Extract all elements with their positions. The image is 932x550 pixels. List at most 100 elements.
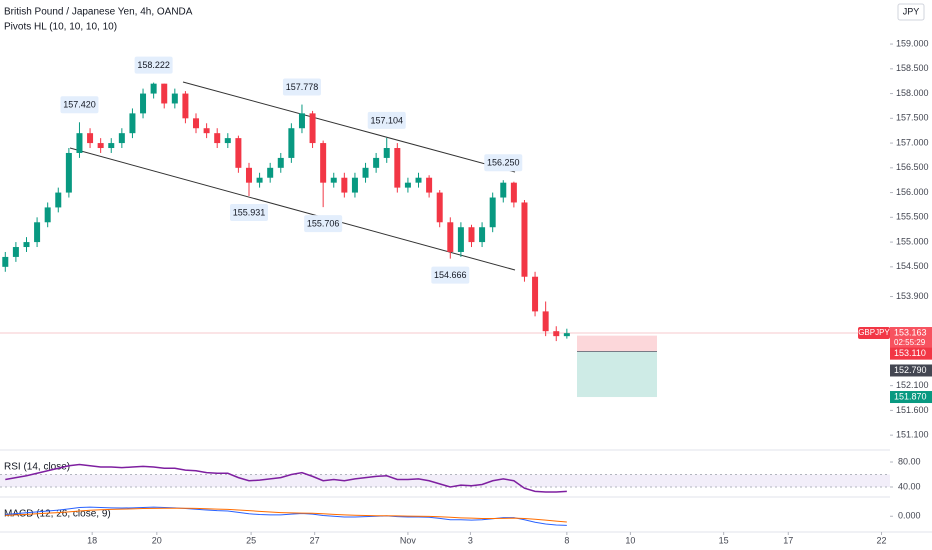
candle-body [34,222,41,243]
x-tick-label: 18 [87,535,97,545]
macd-tick-label: 0.000 [898,511,921,521]
candle-body [44,207,51,223]
y-tick-label: 155.000 [896,236,929,246]
candle-body [373,157,380,168]
target-tag-box [890,391,932,404]
candle-body [553,331,560,337]
macd-line [5,507,567,523]
x-tick-label: 22 [877,535,887,545]
x-tick-label: 15 [719,535,729,545]
y-tick-label: 153.900 [896,291,929,301]
pivot-box [282,78,321,96]
candle-body [383,148,390,158]
candle-body [235,138,242,168]
candle-body [351,177,358,193]
stop-tag: 153.110 [894,348,926,358]
pivot-label: 155.706 [307,219,340,229]
pivot-label: 154.666 [434,270,467,280]
candle-body [193,118,200,129]
pivot-label: 155.931 [233,207,266,217]
candle-body [214,133,221,144]
target-zone [577,351,657,398]
y-tick-label: 154.500 [896,261,929,271]
candle-body [341,177,348,193]
candle-body [129,113,136,134]
macd-line [5,506,567,526]
candle-body [426,177,433,193]
candle-body [436,192,443,223]
countdown: 02:55:29 [894,338,926,347]
candle-body [330,177,337,183]
candle-body [118,133,125,144]
candle-body [500,182,507,198]
y-tick-label: 157.000 [896,137,929,147]
x-tick-label: 20 [152,535,162,545]
candle-body [12,247,19,257]
pivot-label: 158.222 [137,60,170,70]
candle-body [457,227,464,252]
candle-body [532,276,539,312]
candle-body [479,227,486,243]
last-price-tag: 153.163 [894,327,927,337]
candle-body [140,93,147,114]
candle-body [150,83,157,94]
rsi-title: RSI (14, close) [4,462,70,473]
candle-body [415,177,422,183]
candle-body [76,133,83,153]
candle-body [203,128,210,134]
rsi-tick-label: 80.00 [898,456,921,466]
candle-body [2,256,9,267]
candle-body [182,93,189,119]
candle-body [489,197,496,228]
candle-body [404,182,411,188]
x-tick-label: 27 [310,535,320,545]
pivot-label: 157.104 [370,115,403,125]
rsi-line [5,463,567,493]
stop-tag-box [890,347,932,360]
pivot-box [484,154,523,172]
target-tag: 151.870 [894,391,927,401]
candle-body [468,227,475,243]
stop-zone [577,335,657,352]
candle-body [171,93,178,104]
x-tick-label: 3 [468,535,473,545]
candle-body [510,182,517,203]
currency-box[interactable] [897,3,925,21]
chart-title: British Pound / Japanese Yen, 4h, OANDA [4,7,193,18]
y-tick-label: 152.100 [896,380,929,390]
channel-line [182,81,516,173]
entry-tag: 152.790 [894,365,927,375]
y-tick-label: 156.000 [896,187,929,197]
candle-body [542,311,549,332]
candle-body [224,138,231,144]
macd-title: MACD (12, 26, close, 9) [4,509,111,520]
y-tick-label: 151.100 [896,430,929,440]
y-tick-label: 159.000 [896,38,929,48]
y-tick-label: 155.500 [896,212,929,222]
candle-body [23,242,30,248]
pivot-box [304,215,343,233]
candle-body [65,152,72,193]
candle-body [55,192,62,208]
x-tick-label: 10 [625,535,635,545]
candle-body [108,143,115,149]
candle-body [87,133,94,144]
y-tick-label: 151.600 [896,405,929,415]
candle-body [563,333,570,337]
candle-body [394,148,401,188]
candle-body [288,128,295,158]
entry-tag-box [890,364,932,377]
x-tick-label: 17 [783,535,793,545]
y-tick-label: 157.500 [896,113,929,123]
candle-body [447,222,454,252]
pivot-label: 156.250 [487,158,520,168]
symbol-box [858,327,890,340]
currency[interactable]: JPY [903,6,920,16]
symbol-tag: GBPJPY [858,328,890,337]
candle-body [267,167,274,178]
candle-body [298,113,305,129]
candle-body [97,143,104,149]
pivot-label: 157.420 [63,100,96,110]
